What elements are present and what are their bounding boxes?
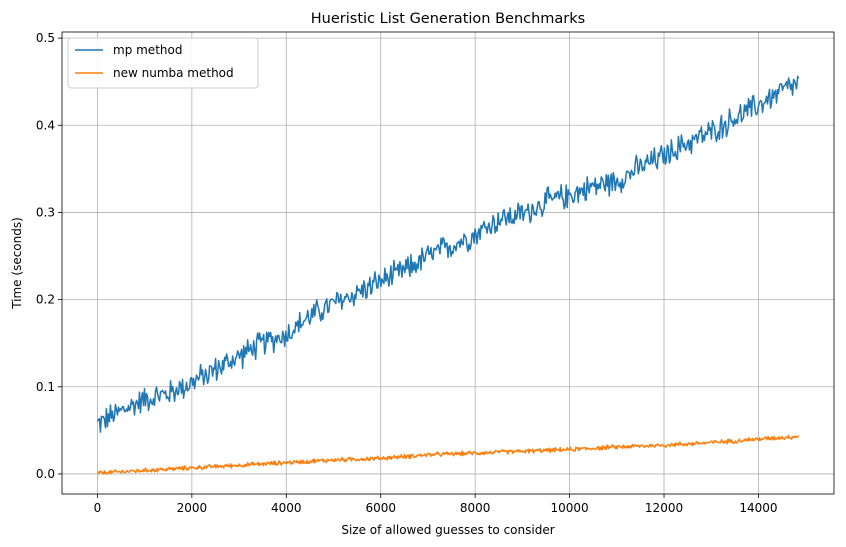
y-tick-label: 0.3 bbox=[36, 205, 55, 219]
legend-label-mp-method: mp method bbox=[113, 43, 182, 57]
x-tick-label: 0 bbox=[94, 501, 102, 515]
series-line-mp-method bbox=[96, 75, 800, 433]
y-tick-label: 0.5 bbox=[36, 31, 55, 45]
y-axis-label: Time (seconds) bbox=[10, 217, 24, 310]
legend: mp method new numba method bbox=[67, 37, 259, 89]
series-lines bbox=[96, 75, 800, 475]
x-tick-label: 14000 bbox=[739, 501, 777, 515]
x-tick-label: 12000 bbox=[645, 501, 683, 515]
plot-area bbox=[62, 32, 834, 494]
chart-title: Hueristic List Generation Benchmarks bbox=[311, 11, 585, 27]
x-tick-label: 2000 bbox=[177, 501, 208, 515]
y-tick-label: 0.1 bbox=[36, 380, 55, 394]
y-tick-label: 0.0 bbox=[36, 467, 55, 481]
x-axis-ticks: 0 2000 4000 6000 8000 10000 12000 14000 bbox=[94, 494, 778, 515]
series-line-new-numba-method bbox=[97, 434, 800, 475]
plot-frame bbox=[61, 31, 835, 495]
y-tick-label: 0.2 bbox=[36, 293, 55, 307]
x-tick-label: 10000 bbox=[550, 501, 588, 515]
x-tick-label: 8000 bbox=[460, 501, 491, 515]
legend-label-new-numba-method: new numba method bbox=[113, 66, 234, 80]
y-tick-label: 0.4 bbox=[36, 118, 55, 132]
x-tick-label: 6000 bbox=[365, 501, 396, 515]
y-axis-ticks: 0.0 0.1 0.2 0.3 0.4 0.5 bbox=[36, 31, 62, 481]
x-axis-label: Size of allowed guesses to consider bbox=[341, 523, 554, 537]
legend-frame bbox=[67, 37, 259, 89]
x-tick-label: 4000 bbox=[271, 501, 302, 515]
